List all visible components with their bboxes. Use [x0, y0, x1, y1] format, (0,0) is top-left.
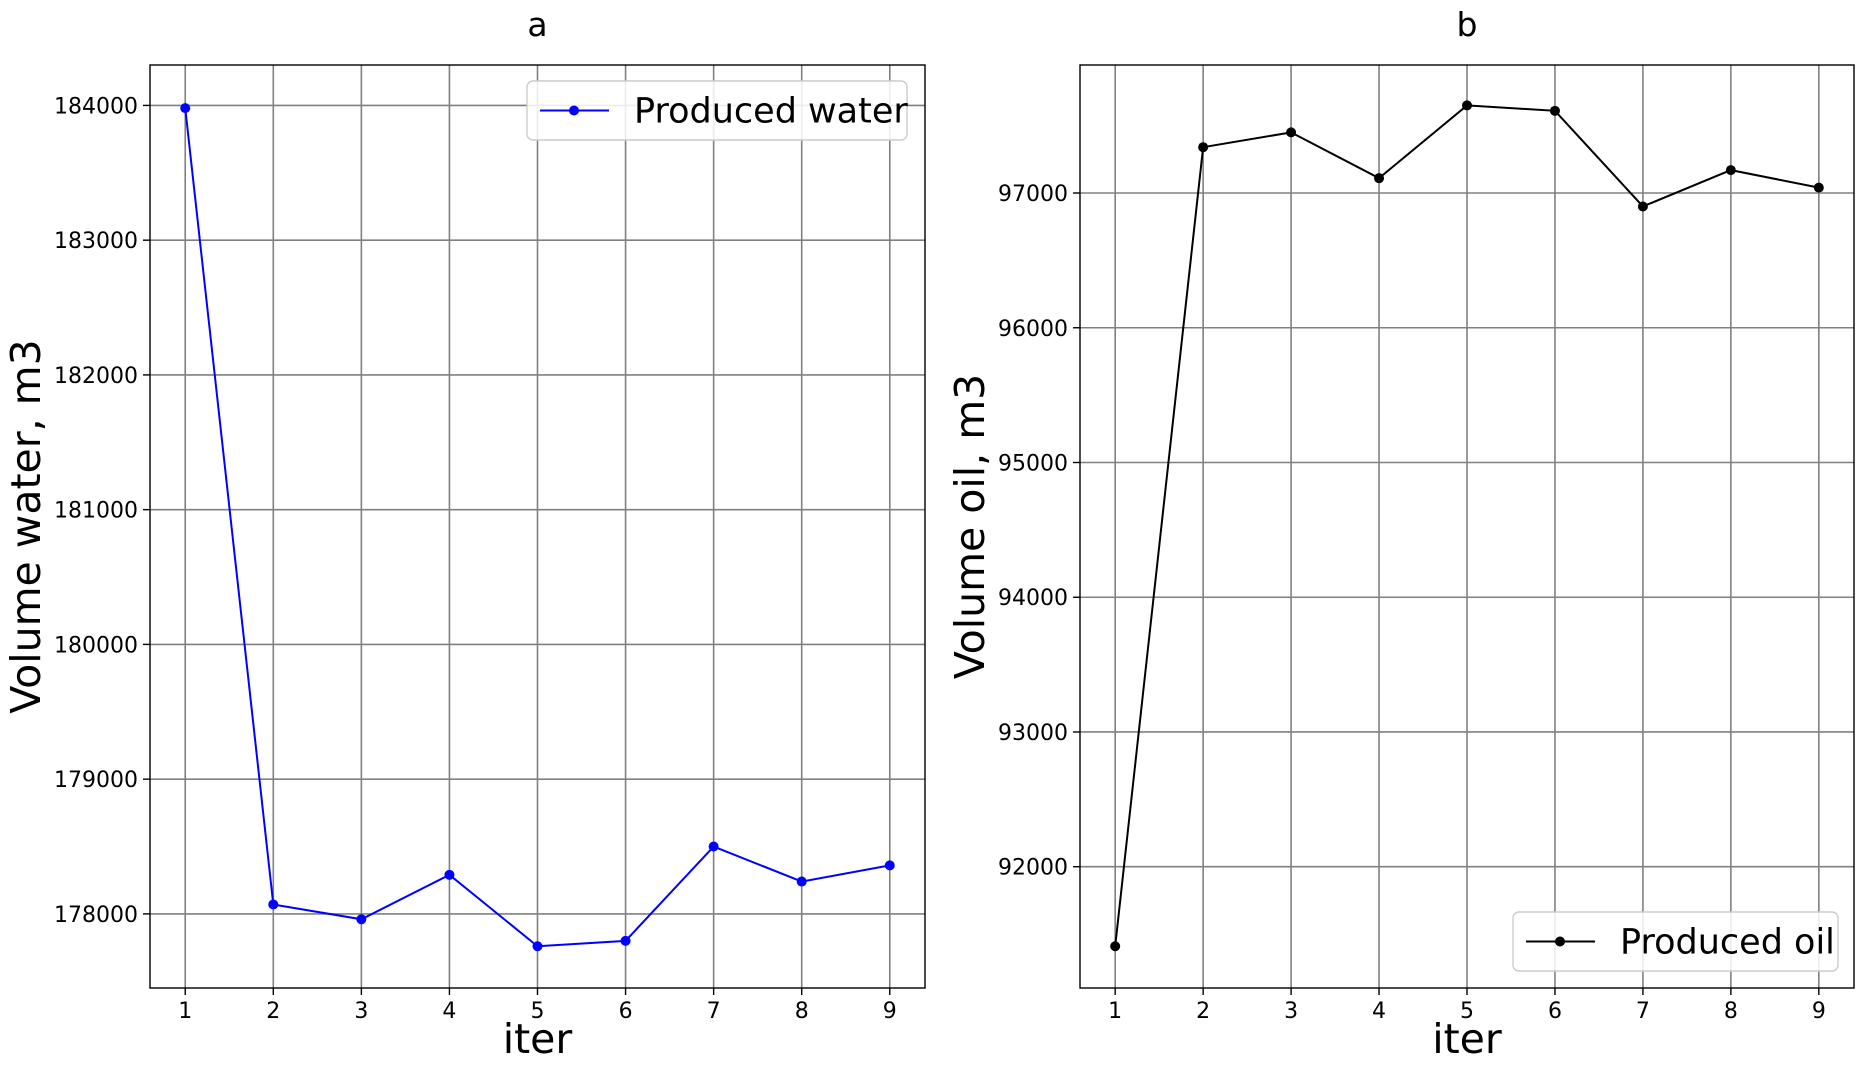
chart-b-data-point	[1637, 201, 1648, 212]
chart-a-y-tick-label: 183000	[54, 229, 138, 254]
chart-b-y-tick-label: 97000	[998, 182, 1068, 207]
chart-b-x-tick-label: 1	[1108, 999, 1122, 1024]
chart-b-x-tick-label: 9	[1812, 999, 1826, 1024]
chart-b-y-tick-label: 94000	[998, 586, 1068, 611]
chart-b-x-tick-label: 3	[1284, 999, 1298, 1024]
chart-a-y-tick-label: 182000	[54, 364, 138, 389]
chart-b-legend-label: Produced oil	[1620, 923, 1835, 963]
chart-a-x-tick-label: 9	[883, 999, 897, 1024]
chart-a-plot-frame	[149, 64, 926, 989]
chart-a-data-point	[268, 899, 279, 910]
chart-a-x-tick-label: 6	[619, 999, 633, 1024]
chart-a-data-point	[796, 876, 807, 887]
chart-panel-a: a 1 2 3 4 5 6 7 8 9 178000 179000 180000 181000 182000…	[2, 5, 926, 1063]
chart-a-legend-label: Produced water	[634, 92, 908, 132]
chart-a-legend-box	[526, 80, 908, 141]
chart-b-x-tick-label: 5	[1460, 999, 1474, 1024]
chart-b-legend-box	[1512, 911, 1839, 972]
chart-b-title: b	[1457, 5, 1478, 44]
chart-a-y-tick-label: 178000	[54, 903, 138, 928]
chart-a-x-tick-label: 5	[531, 999, 545, 1024]
chart-b-y-tick-label: 93000	[998, 721, 1068, 746]
chart-a-x-tick-label: 4	[442, 999, 456, 1024]
chart-a-data-point	[532, 941, 543, 952]
chart-b-data-point	[1374, 173, 1385, 184]
chart-b-x-tick-label: 7	[1636, 999, 1650, 1024]
chart-b-legend-marker	[1555, 936, 1565, 947]
chart-b-data-point	[1813, 182, 1824, 193]
chart-a-x-tick-label: 1	[178, 999, 192, 1024]
chart-a-data-point	[708, 841, 719, 852]
chart-b-data-point	[1549, 105, 1560, 116]
chart-a-x-tick-label: 3	[354, 999, 368, 1024]
chart-b-data-point	[1462, 100, 1472, 111]
chart-panel-b: b 1 2 3 4 5 6 7 8 9 92000 93000 94000 95000 96000 97000…	[946, 5, 1855, 1063]
chart-b-x-tick-label: 8	[1724, 999, 1738, 1024]
chart-b-y-tick-label: 96000	[998, 317, 1068, 342]
chart-b-data-point	[1286, 127, 1297, 138]
chart-b-y-tick-label: 92000	[998, 856, 1068, 881]
chart-a-x-tick-label: 2	[266, 999, 280, 1024]
chart-a-y-tick-label: 184000	[54, 94, 138, 119]
chart-a-data-point	[356, 914, 367, 925]
chart-a-y-tick-label: 181000	[54, 499, 138, 524]
chart-b-data-point	[1110, 941, 1121, 952]
chart-a-legend-marker	[569, 105, 579, 116]
chart-b-data-point	[1198, 142, 1209, 153]
chart-b-x-tick-label: 4	[1372, 999, 1386, 1024]
chart-a-y-tick-label: 179000	[54, 768, 138, 793]
chart-b-data-point	[1725, 165, 1736, 176]
chart-a-x-tick-label: 7	[707, 999, 721, 1024]
chart-a-data-point	[444, 869, 455, 880]
chart-a-data-point	[884, 860, 895, 871]
chart-b-x-axis-label: iter	[1432, 1015, 1502, 1063]
chart-a-y-tick-label: 180000	[54, 633, 138, 658]
chart-a-y-axis-label: Volume water, m3	[2, 339, 50, 713]
chart-a-data-point	[180, 103, 191, 114]
chart-b-y-tick-label: 95000	[998, 451, 1068, 476]
chart-b-y-axis-label: Volume oil, m3	[946, 374, 994, 679]
chart-b-plot-frame	[1079, 64, 1855, 989]
chart-a-title: a	[527, 5, 547, 44]
chart-a-x-tick-label: 8	[795, 999, 809, 1024]
chart-b-x-tick-label: 2	[1196, 999, 1210, 1024]
chart-a-data-point	[620, 935, 631, 946]
chart-a-x-axis-label: iter	[503, 1015, 573, 1063]
chart-b-x-tick-label: 6	[1548, 999, 1562, 1024]
